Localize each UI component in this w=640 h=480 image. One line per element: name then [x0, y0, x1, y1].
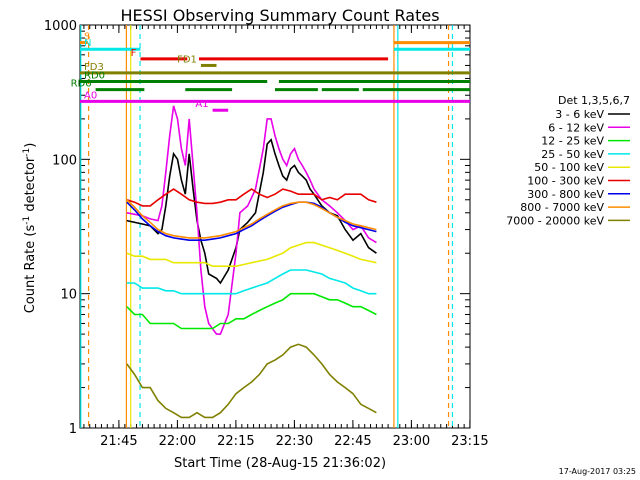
plot-frame: [79, 24, 471, 429]
flag-label-rd6: RD6: [71, 79, 92, 90]
series-line: [126, 241, 377, 268]
chart-title: HESSI Observing Summary Count Rates: [120, 6, 439, 25]
y-tick-label: 100: [52, 153, 77, 168]
legend-label: 6 - 12 keV: [548, 121, 604, 134]
x-tick-label: 21:45: [100, 434, 137, 449]
x-tick-label: 22:15: [217, 434, 254, 449]
flag-label-rd0: RD0: [84, 70, 105, 81]
x-tick-label: 23:00: [393, 434, 430, 449]
legend-label: 7000 - 20000 keV: [506, 214, 604, 227]
legend-title: Det 1,3,5,6,7: [558, 94, 630, 107]
flag-label-n: N: [84, 38, 91, 49]
y-label-sup2: -1: [22, 148, 32, 157]
x-tick-label: 22:30: [276, 434, 313, 449]
x-axis-label: Start Time (28-Aug-15 21:36:02): [174, 456, 386, 471]
legend-label: 300 - 800 keV: [527, 188, 604, 201]
y-axis-label: Count Rate (s-1 detector-1): [22, 143, 38, 314]
plot-area: 1 10 100 1000 21:45 22:00 22:15 22:30 22:45 23:00…: [44, 19, 489, 449]
y-label-end: ): [23, 143, 38, 148]
legend-label: 100 - 300 keV: [527, 175, 604, 188]
flag-label-f: F: [131, 48, 137, 59]
y-tick-label: 10: [60, 288, 77, 303]
flag-label-fd1: FD1: [177, 54, 197, 65]
footer-timestamp: 17-Aug-2017 03:25: [559, 467, 636, 476]
flag-label-s: S: [84, 32, 90, 43]
flag-label-fd3: FD3: [84, 62, 104, 73]
x-tick-label: 22:00: [159, 434, 196, 449]
flag-label-a0: A0: [84, 90, 97, 101]
legend-label: 50 - 100 keV: [534, 161, 604, 174]
legend-label: 3 - 6 keV: [555, 108, 604, 121]
series-line: [126, 343, 377, 419]
legend-label: 12 - 25 keV: [541, 135, 604, 148]
y-label-main: Count Rate (s: [23, 225, 38, 314]
x-tick-label: 22:45: [334, 434, 371, 449]
flag-label-a1: A1: [195, 99, 208, 110]
series-line: [126, 201, 377, 241]
legend-label: 25 - 50 keV: [541, 148, 604, 161]
series-line: [126, 269, 377, 295]
series-line: [126, 188, 377, 207]
series-line: [126, 199, 377, 239]
series-line: [126, 138, 377, 285]
series-line: [126, 292, 377, 330]
y-label-sup1: -1: [22, 216, 32, 225]
y-label-mid: detector: [23, 156, 38, 216]
x-tick-label: 23:15: [451, 434, 488, 449]
y-tick-label: 1: [69, 422, 77, 437]
y-tick-label: 1000: [44, 19, 77, 34]
legend-label: 800 - 7000 keV: [520, 201, 604, 214]
series-line: [126, 105, 377, 335]
